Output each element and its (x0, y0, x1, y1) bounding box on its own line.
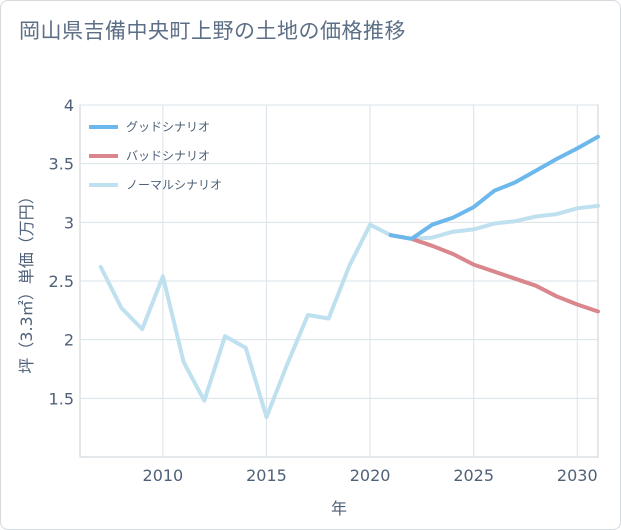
y-tick-label: 2 (64, 331, 74, 350)
grid-lines (80, 104, 598, 457)
y-tick-label: 2.5 (49, 272, 74, 291)
x-axis-ticks: 2010 2015 2020 2025 2030 (143, 466, 598, 485)
y-tick-label: 3 (64, 213, 74, 232)
y-axis-title: 坪（3.3㎡）単価（万円） (17, 188, 36, 373)
legend-label: ノーマルシナリオ (126, 178, 222, 192)
series-line-1 (388, 134, 600, 241)
legend-label: バッドシナリオ (126, 149, 210, 163)
x-tick-label: 2020 (350, 466, 391, 485)
x-tick-label: 2015 (246, 466, 287, 485)
legend-label: グッドシナリオ (126, 120, 210, 134)
series-line-2 (388, 233, 600, 314)
series-lines (98, 134, 600, 420)
x-tick-label: 2025 (453, 466, 494, 485)
chart-title: 岡山県吉備中央町上野の土地の価格推移 (19, 19, 406, 43)
series-line-3 (98, 203, 600, 420)
x-axis-title: 年 (331, 499, 347, 518)
x-tick-label: 2010 (143, 466, 184, 485)
y-tick-label: 1.5 (49, 389, 74, 408)
y-tick-label: 4 (64, 96, 74, 115)
y-tick-label: 3.5 (49, 155, 74, 174)
y-axis-ticks: 1.5 2 2.5 3 3.5 4 (49, 96, 74, 408)
x-tick-label: 2030 (557, 466, 598, 485)
